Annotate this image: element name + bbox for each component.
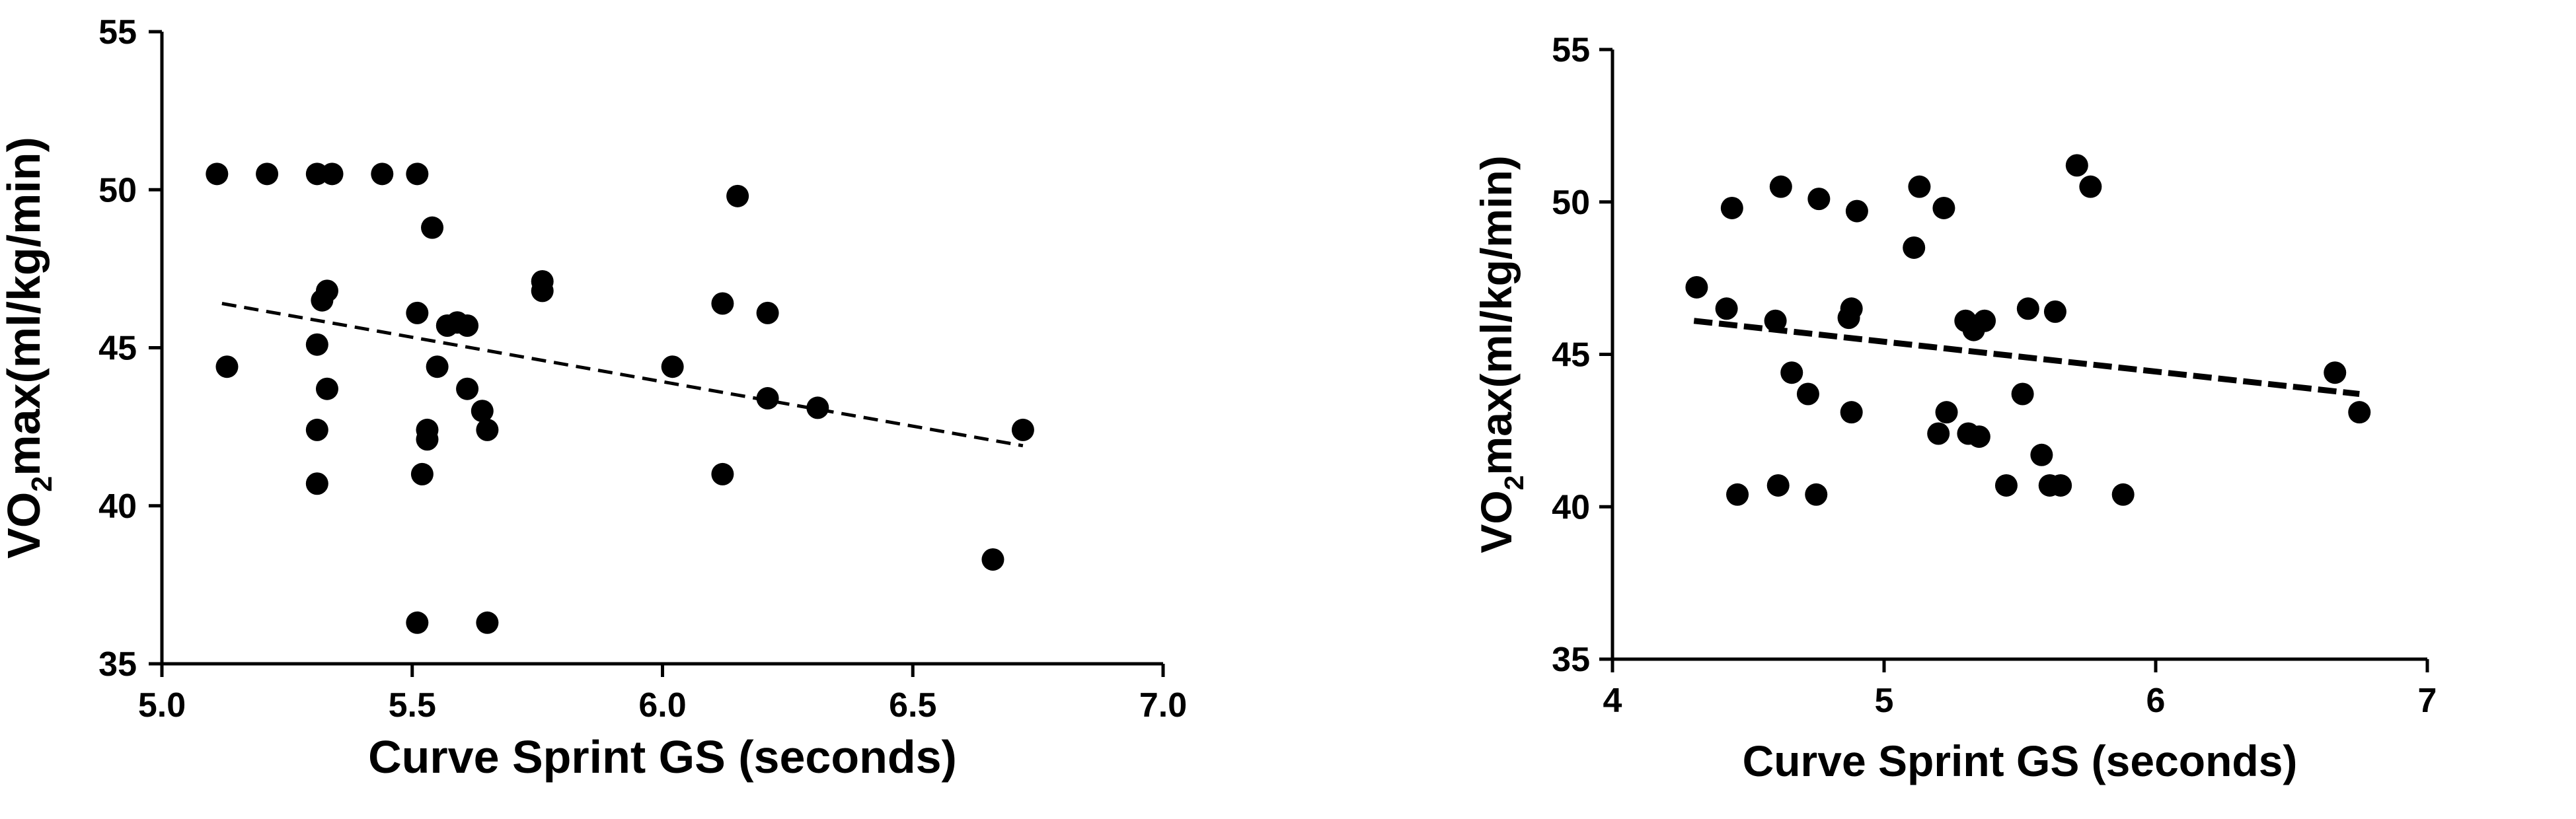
- data-point: [661, 355, 684, 378]
- y-tick-label: 45: [98, 330, 137, 368]
- data-point: [456, 314, 479, 338]
- data-point: [315, 377, 338, 400]
- data-point: [1903, 236, 1926, 259]
- x-tick-label: 7.0: [1139, 686, 1187, 725]
- data-point: [1927, 422, 1950, 445]
- data-point: [1935, 401, 1958, 424]
- x-tick-label: 7: [2418, 682, 2437, 720]
- x-tick-label: 4: [1603, 682, 1622, 720]
- data-point: [305, 333, 328, 356]
- x-tick-label: 6: [2146, 682, 2166, 720]
- y-tick-label: 50: [1552, 184, 1590, 222]
- data-point: [410, 462, 434, 485]
- data-point: [2011, 382, 2034, 406]
- x-axis-title: Curve Sprint GS (seconds): [368, 731, 957, 783]
- data-point: [315, 279, 338, 303]
- data-point: [426, 355, 449, 378]
- x-tick-label: 6.0: [638, 686, 686, 725]
- data-point: [416, 428, 439, 451]
- data-point: [305, 418, 328, 441]
- data-point: [1726, 483, 1749, 506]
- chart-left-svg: 5.0 5.5 6.0 6.5 7.0 35 40 45 50 55 Curve Sprint GS…: [0, 13, 1187, 783]
- data-point: [2324, 361, 2347, 384]
- data-point: [531, 279, 554, 303]
- y-tick-label: 55: [1552, 31, 1590, 69]
- data-point: [406, 301, 429, 324]
- data-point: [2065, 154, 2088, 177]
- data-point: [1805, 483, 1828, 506]
- data-point: [1967, 425, 1990, 448]
- data-point: [1796, 382, 1819, 406]
- data-point: [2348, 401, 2371, 424]
- y-axis-title: VO2max(ml/kg/min): [1472, 155, 1529, 553]
- data-point: [726, 184, 749, 207]
- data-point: [371, 162, 394, 186]
- data-point: [215, 355, 239, 378]
- data-point: [2049, 474, 2072, 497]
- trend-line: [1693, 318, 2360, 397]
- y-tick-label: 35: [98, 645, 137, 684]
- y-tick-label: 45: [1552, 336, 1590, 374]
- data-point: [1769, 175, 1792, 198]
- x-tick-label: 5.5: [389, 686, 436, 725]
- data-point: [1764, 309, 1787, 332]
- data-point: [1845, 199, 1868, 223]
- data-point: [1932, 196, 1955, 219]
- data-point: [981, 548, 1004, 571]
- data-point: [2043, 300, 2066, 323]
- data-point: [1011, 418, 1034, 441]
- data-point: [421, 216, 444, 239]
- data-point: [2079, 175, 2102, 198]
- y-tick-label: 35: [1552, 641, 1590, 679]
- x-tick-label: 6.5: [889, 686, 936, 725]
- data-point: [456, 377, 479, 400]
- data-point: [476, 611, 499, 634]
- data-point: [1908, 175, 1931, 198]
- data-point: [2111, 483, 2135, 506]
- data-point: [2016, 297, 2039, 320]
- data-point: [206, 162, 229, 186]
- data-point: [711, 462, 734, 485]
- y-tick-label: 55: [98, 13, 137, 52]
- scatter-chart-right: 4 5 6 7 35 40 45 50 55 Curve Sprint GS (seconds) V…: [1288, 0, 2576, 819]
- data-point: [406, 611, 429, 634]
- data-point: [1685, 275, 1708, 299]
- x-tick-label: 5: [1875, 682, 1894, 720]
- data-point: [471, 400, 494, 423]
- data-point: [321, 162, 344, 186]
- y-tick-label: 50: [98, 171, 137, 209]
- y-tick-label: 40: [98, 487, 137, 526]
- data-point: [1766, 474, 1790, 497]
- data-point: [1973, 309, 1996, 332]
- data-point: [256, 162, 279, 186]
- data-point: [1780, 361, 1803, 384]
- data-point: [406, 162, 429, 186]
- data-point: [476, 418, 499, 441]
- data-point: [806, 396, 829, 419]
- y-tick-label: 40: [1552, 488, 1590, 526]
- data-point: [2030, 443, 2053, 466]
- data-point: [1715, 297, 1738, 320]
- data-point: [305, 472, 328, 495]
- x-axis-title: Curve Sprint GS (seconds): [1743, 736, 2298, 785]
- data-point: [1840, 401, 1863, 424]
- y-axis-title: VO2max(ml/kg/min): [0, 137, 58, 559]
- data-point: [1994, 474, 2018, 497]
- data-point: [711, 292, 734, 315]
- data-point: [1807, 188, 1831, 211]
- trend-line: [221, 302, 1024, 448]
- scatter-chart-left: 5.0 5.5 6.0 6.5 7.0 35 40 45 50 55 Curve Sprint GS…: [0, 13, 1187, 783]
- data-point: [1840, 297, 1863, 320]
- data-point: [1720, 196, 1743, 219]
- data-point: [756, 301, 779, 324]
- x-tick-label: 5.0: [138, 686, 186, 725]
- data-point: [756, 387, 779, 410]
